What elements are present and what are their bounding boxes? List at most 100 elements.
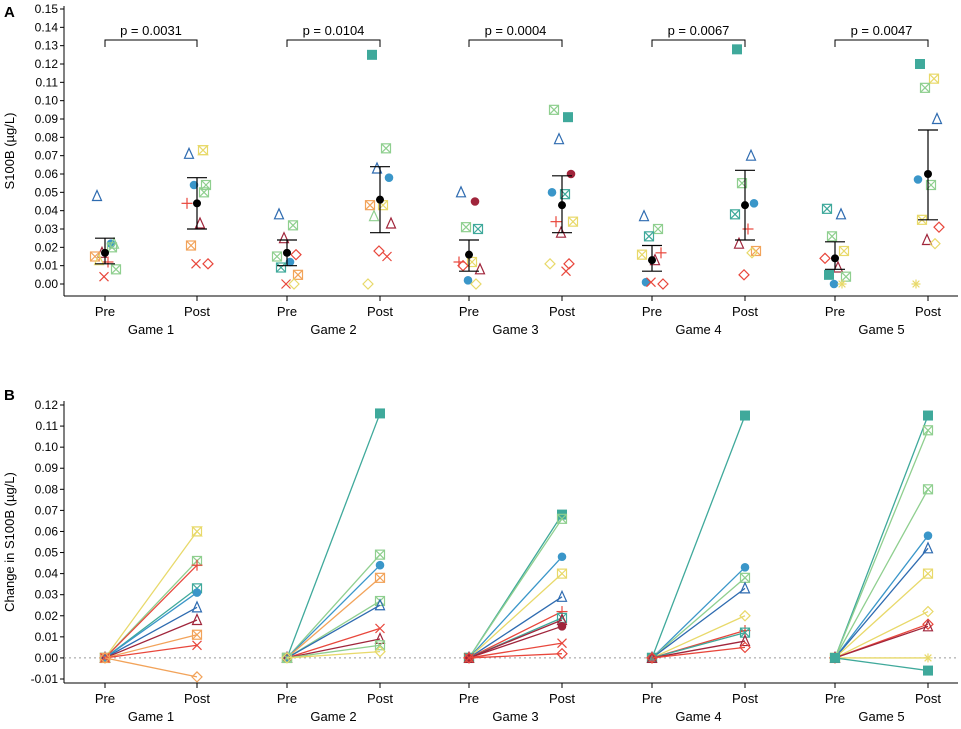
series-line <box>286 644 381 659</box>
data-point <box>913 175 923 184</box>
data-point <box>191 613 203 626</box>
data-point <box>463 652 475 664</box>
x-tick-label: Pre <box>95 691 115 706</box>
panel-label: A <box>4 4 15 21</box>
series-line <box>651 415 746 659</box>
data-point <box>646 652 658 664</box>
series-line <box>834 657 929 672</box>
series-line <box>286 604 381 659</box>
data-point <box>556 568 568 579</box>
data-point <box>921 233 933 246</box>
game-group: Pre Post Game 4 <box>642 410 758 724</box>
x-tick-label: Pre <box>642 691 662 706</box>
series-line <box>104 606 198 659</box>
data-point <box>928 73 940 84</box>
data-point <box>273 207 285 220</box>
data-point <box>557 638 567 649</box>
data-point <box>740 410 750 421</box>
data-point <box>739 572 751 583</box>
data-point <box>99 652 111 664</box>
series-line <box>468 610 563 659</box>
data-point <box>110 264 122 275</box>
series-line <box>104 657 198 678</box>
data-point <box>191 526 203 537</box>
series-line <box>286 577 381 659</box>
data-point <box>646 277 656 288</box>
data-point <box>472 223 484 235</box>
y-tick-label: 0.03 <box>35 588 59 602</box>
series-line <box>286 554 381 659</box>
game-label: Game 2 <box>310 322 356 337</box>
series-line <box>104 531 198 659</box>
data-point <box>281 279 291 289</box>
data-point <box>745 148 757 161</box>
data-point <box>275 262 287 273</box>
data-point <box>922 425 934 436</box>
x-tick-label: Post <box>732 304 758 319</box>
data-point <box>371 161 383 174</box>
data-point <box>638 209 650 222</box>
data-point <box>191 600 203 613</box>
data-point <box>922 568 934 579</box>
data-point <box>838 245 850 257</box>
p-value-label: p = 0.0004 <box>485 23 547 38</box>
y-tick-label: -0.01 <box>31 672 59 686</box>
y-tick-label: 0.07 <box>35 149 59 163</box>
y-tick-label: 0.02 <box>35 609 59 623</box>
data-point <box>292 269 304 280</box>
data-point <box>746 246 758 259</box>
game-label: Game 4 <box>675 709 721 724</box>
mean-marker <box>465 250 473 259</box>
data-point <box>382 251 392 262</box>
data-point <box>652 223 664 235</box>
data-point <box>470 197 480 206</box>
series-line <box>104 619 198 659</box>
data-point <box>922 484 934 495</box>
series-line <box>651 566 746 659</box>
game-group: Pre Post Game 3 p = 0.0004 <box>453 23 579 337</box>
data-point <box>922 605 934 618</box>
data-point <box>919 82 931 93</box>
data-point <box>832 260 844 273</box>
series-line <box>834 430 929 659</box>
data-point <box>191 258 201 269</box>
series-line <box>286 627 381 659</box>
series-line <box>834 535 929 659</box>
series-line <box>104 644 198 659</box>
data-point <box>191 671 203 683</box>
x-tick-label: Pre <box>95 304 115 319</box>
data-point <box>198 187 210 198</box>
data-point <box>290 248 302 261</box>
data-point <box>655 247 667 259</box>
series-line <box>468 642 563 659</box>
y-tick-label: 0.06 <box>35 524 59 538</box>
data-point <box>183 146 195 159</box>
series-line <box>651 615 746 659</box>
data-point <box>202 257 214 270</box>
data-point <box>192 640 202 651</box>
data-point <box>374 598 386 611</box>
data-point <box>93 253 105 266</box>
mean-marker <box>648 256 656 265</box>
x-tick-label: Post <box>184 304 210 319</box>
series-line <box>834 547 929 659</box>
significance-bracket <box>834 39 929 47</box>
data-point <box>739 609 751 622</box>
data-point <box>375 560 385 570</box>
mean-marker <box>831 254 839 263</box>
mean-marker <box>101 248 109 257</box>
panel-axes-A: A 0.00 0.01 0.02 0.03 0.04 0.05 0.06 0.07 0.08 0.0… <box>2 2 958 337</box>
game-group: Pre Post Game 1 p = 0.0031 <box>89 23 214 337</box>
y-tick-label: 0.07 <box>35 503 59 517</box>
x-tick-label: Post <box>915 304 941 319</box>
y-tick-label: 0.12 <box>35 57 59 71</box>
data-point <box>819 252 831 265</box>
data-point <box>455 185 467 198</box>
data-point <box>733 236 745 249</box>
data-point <box>553 132 565 145</box>
y-tick-label: 0.13 <box>35 39 59 53</box>
data-point <box>547 188 557 197</box>
p-value-label: p = 0.0104 <box>303 23 365 38</box>
series-line <box>468 573 563 659</box>
x-tick-label: Post <box>367 304 393 319</box>
